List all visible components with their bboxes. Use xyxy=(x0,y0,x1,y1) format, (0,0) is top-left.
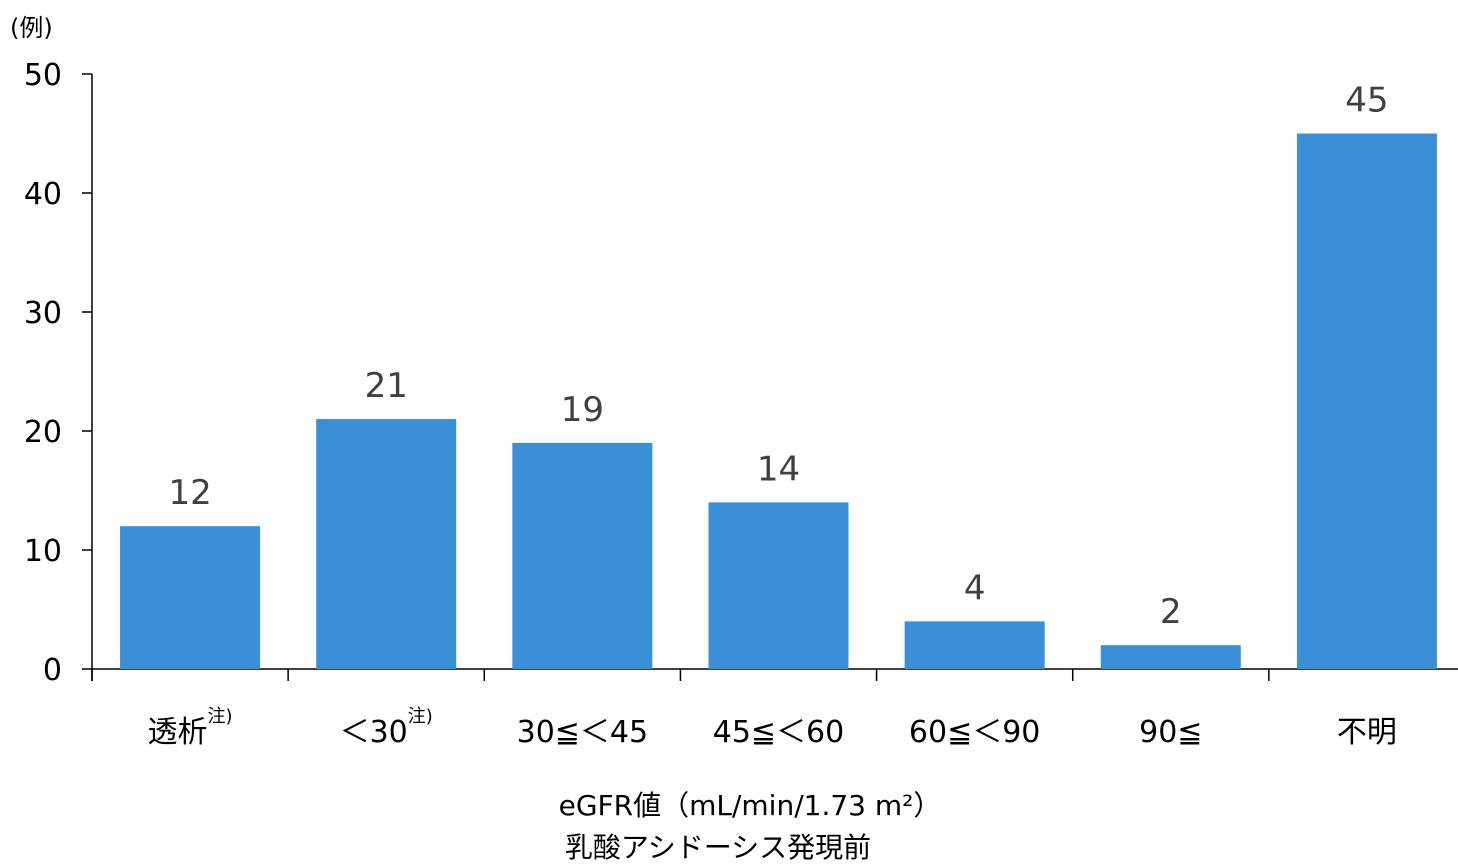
bar-data-label: 19 xyxy=(561,390,604,430)
bar-data-label: 12 xyxy=(168,473,211,513)
category-label: 45≦＜60 xyxy=(713,715,844,750)
bar-data-label: 45 xyxy=(1345,81,1388,121)
bar-data-label: 4 xyxy=(964,568,986,608)
x-axis-label-line1: eGFR値（mL/min/1.73 m²） xyxy=(559,789,942,822)
bar xyxy=(1296,133,1437,669)
y-tick-label: 40 xyxy=(24,177,62,212)
bar xyxy=(512,442,653,669)
x-axis xyxy=(91,668,1458,681)
y-tick-label: 20 xyxy=(24,415,62,450)
y-tick-label: 30 xyxy=(24,296,62,331)
bar xyxy=(1100,645,1241,669)
x-axis-label-line2: 乳酸アシドーシス発現前 xyxy=(565,831,871,864)
category-label: 透析注) xyxy=(148,706,233,750)
y-tick-label: 10 xyxy=(24,534,62,569)
bar xyxy=(120,526,261,669)
y-tick-label: 0 xyxy=(43,653,62,688)
bar-data-label: 21 xyxy=(365,366,408,406)
bar-data-label: 14 xyxy=(757,449,800,489)
y-tick-label: 50 xyxy=(24,58,62,93)
category-label: 90≦ xyxy=(1139,715,1202,750)
category-label: 30≦＜45 xyxy=(517,715,648,750)
bar xyxy=(904,621,1045,669)
bar-data-label: 2 xyxy=(1160,592,1182,632)
data-labels: 12 21 19 14 4 2 45 xyxy=(168,81,1388,633)
category-footnote-mark: 注) xyxy=(408,706,433,727)
category-label: 不明 xyxy=(1337,715,1397,750)
y-axis: 0 10 20 30 40 50 xyxy=(24,58,93,688)
bar xyxy=(316,419,457,669)
y-axis-unit-label: (例) xyxy=(10,14,53,42)
category-label: 60≦＜90 xyxy=(909,715,1040,750)
category-labels: 透析注) ＜30注) 30≦＜45 45≦＜60 60≦＜90 90≦ 不明 xyxy=(148,706,1397,750)
bars xyxy=(120,133,1437,669)
category-footnote-mark: 注) xyxy=(208,706,233,727)
bar xyxy=(708,502,849,669)
category-label: ＜30注) xyxy=(340,706,433,750)
